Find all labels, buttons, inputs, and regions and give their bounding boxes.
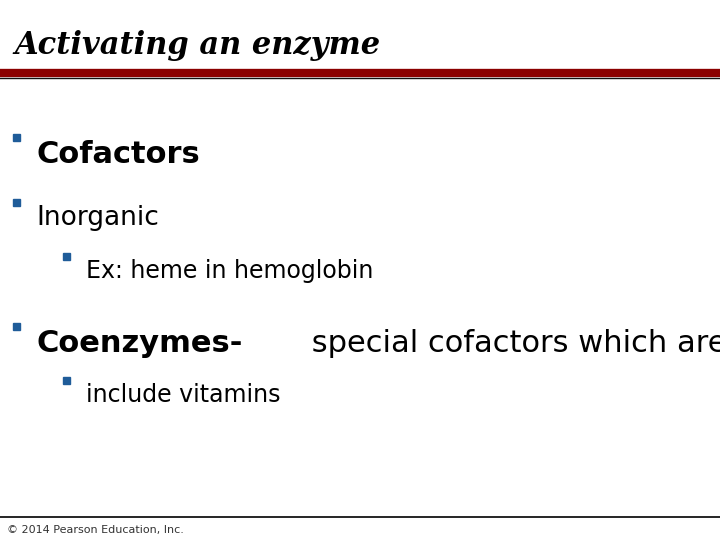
Text: Ex: heme in hemoglobin: Ex: heme in hemoglobin xyxy=(86,259,374,283)
Text: Cofactors: Cofactors xyxy=(36,140,199,170)
Text: include vitamins: include vitamins xyxy=(86,383,281,407)
Bar xyxy=(63,377,71,384)
Bar xyxy=(63,253,71,260)
Text: Coenzymes-: Coenzymes- xyxy=(36,329,243,359)
Text: Inorganic: Inorganic xyxy=(36,205,159,231)
Bar xyxy=(13,134,20,141)
Text: © 2014 Pearson Education, Inc.: © 2014 Pearson Education, Inc. xyxy=(7,524,184,535)
Text: special cofactors which are organic.: special cofactors which are organic. xyxy=(302,329,720,359)
Bar xyxy=(13,199,20,206)
Text: Activating an enzyme: Activating an enzyme xyxy=(14,30,381,60)
Bar xyxy=(13,323,20,330)
